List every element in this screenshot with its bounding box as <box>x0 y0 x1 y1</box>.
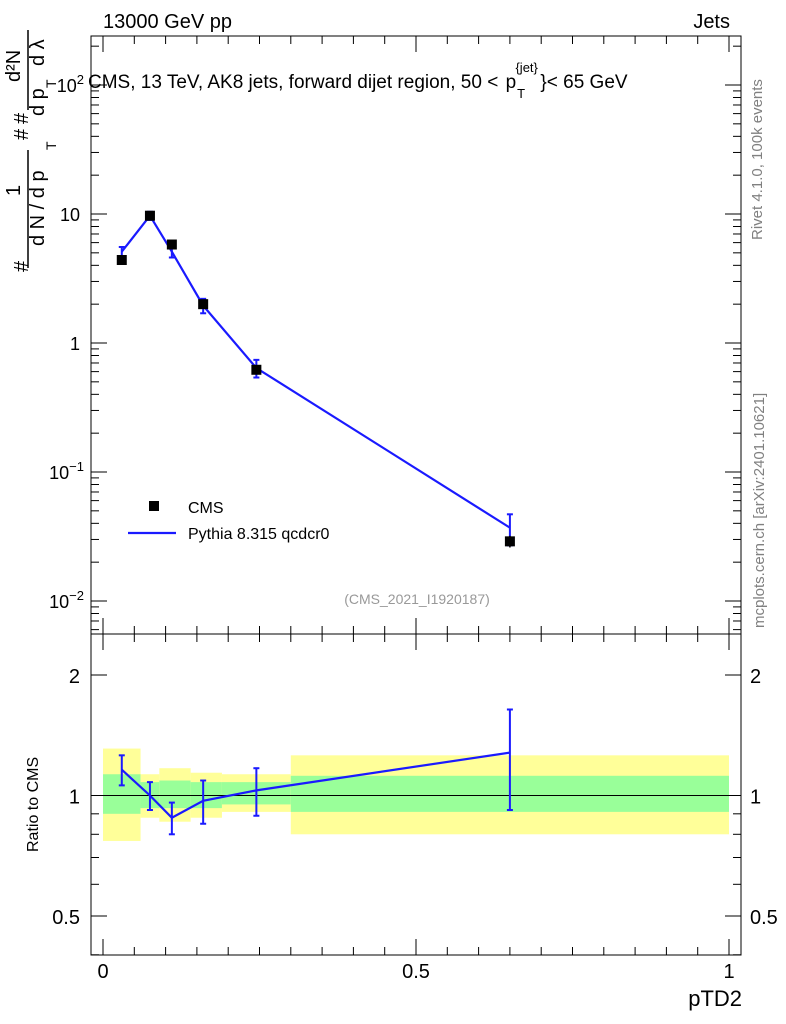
main-y-tick-label: 10−1 <box>49 459 84 483</box>
main-y-tick-label: 1 <box>70 334 80 354</box>
main-y-tick-label: 102 <box>57 72 84 96</box>
legend-label: Pythia 8.315 qcdcr0 <box>188 526 330 543</box>
ylabel-dlambda: d λ <box>27 39 49 66</box>
ylabel-hash3: # <box>11 112 33 124</box>
legend-marker-cms <box>149 501 159 511</box>
ylabel-denom-sub: T <box>43 141 59 150</box>
x-tick-label: 1 <box>723 961 734 983</box>
axes: 10−2 10−1 1 10 102 0.5 0.5 1 1 2 2 0 0.5 1 <box>49 35 778 983</box>
ratio-y-tick-label-left: 0.5 <box>52 907 80 929</box>
header-right: Jets <box>693 11 730 33</box>
cms-data-point <box>198 299 209 310</box>
title-sub: T <box>517 86 525 101</box>
ratio-band-inner <box>159 780 191 809</box>
cms-data-point <box>251 364 262 375</box>
ylabel-hash1: # <box>11 260 33 272</box>
legend: CMS Pythia 8.315 qcdcr0 <box>128 500 330 543</box>
header-left: 13000 GeV pp <box>103 11 232 33</box>
title-sup: {jet} <box>515 60 538 75</box>
title-prefix: CMS, 13 TeV, AK8 jets, forward dijet reg… <box>88 72 498 93</box>
ylabel-dp: d p <box>27 88 49 116</box>
ylabel-hash2: # <box>11 128 33 140</box>
ratio-y-tick-label-left: 2 <box>69 666 80 688</box>
ylabel-one: 1 <box>3 185 25 196</box>
rivet-label: Rivet 4.1.0, 100k events <box>749 79 766 240</box>
x-tick-label: 0 <box>97 961 108 983</box>
cms-data-point <box>116 254 127 265</box>
chart-title: CMS, 13 TeV, AK8 jets, forward dijet reg… <box>88 56 628 103</box>
cms-data-point <box>504 536 515 547</box>
ratio-plot-marks <box>118 708 513 836</box>
x-axis-label: pTD2 <box>688 986 742 1011</box>
title-suffix: }< 65 GeV <box>540 72 627 93</box>
mc-line <box>120 213 511 529</box>
main-plot-marks <box>116 210 515 548</box>
legend-label: CMS <box>188 500 224 517</box>
ratio-y-tick-label-right: 0.5 <box>750 907 778 929</box>
x-tick-label: 0.5 <box>402 961 430 983</box>
analysis-id: (CMS_2021_I1920187) <box>344 591 490 607</box>
main-frame <box>90 35 742 635</box>
ratio-bands <box>103 748 729 841</box>
cms-data-point <box>144 210 155 221</box>
main-y-tick-label: 10 <box>60 205 80 225</box>
mcplots-label: mcplots.cern.ch [arXiv:2401.10621] <box>751 393 768 628</box>
main-y-tick-label: 10−2 <box>49 588 84 612</box>
ratio-y-tick-label-right: 2 <box>750 666 761 688</box>
ratio-line <box>121 751 511 820</box>
ylabel-denom: d N / d p <box>27 170 49 246</box>
ylabel-d2n: d²N <box>3 50 25 82</box>
ratio-y-tick-label-left: 1 <box>69 787 80 809</box>
title-p: p <box>506 72 517 93</box>
ratio-ylabel: Ratio to CMS <box>25 757 42 852</box>
cms-data-point <box>166 239 177 250</box>
main-ylabel: # 1 d N / d p T # d²N # d p T d λ <box>3 30 59 272</box>
ratio-y-tick-label-right: 1 <box>750 787 761 809</box>
ylabel-dp-sub: T <box>43 79 59 88</box>
